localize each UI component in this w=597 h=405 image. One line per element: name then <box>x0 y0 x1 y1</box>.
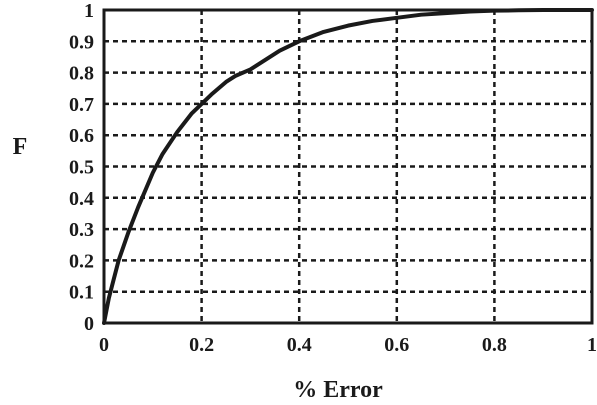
x-tick-label: 1 <box>587 334 597 356</box>
y-tick-label: 0.8 <box>69 63 94 85</box>
y-tick-label: 0.5 <box>69 157 94 179</box>
x-tick-labels: 0 0.2 0.4 0.6 0.8 1 <box>99 334 597 356</box>
plot-frame <box>102 8 594 325</box>
x-tick-label: 0 <box>99 334 109 356</box>
x-axis-label: % Error <box>293 377 383 403</box>
y-tick-label: 0.9 <box>69 31 94 53</box>
x-tick-label: 0.8 <box>482 334 507 356</box>
y-tick-label: 0.3 <box>69 219 94 241</box>
grid <box>104 10 592 323</box>
y-tick-label: 0.6 <box>69 125 94 147</box>
series-line-0 <box>102 8 594 325</box>
x-tick-label: 0.2 <box>189 334 214 356</box>
y-tick-label: 0.7 <box>69 94 94 116</box>
y-tick-label: 0 <box>84 313 94 335</box>
y-tick-label: 0.2 <box>69 250 94 272</box>
y-tick-labels: 0 0.1 0.2 0.3 0.4 0.5 0.6 0.7 0.8 0.9 1 <box>69 0 94 335</box>
y-tick-label: 0.4 <box>69 188 94 210</box>
y-axis-label: F <box>13 134 28 160</box>
y-tick-label: 0.1 <box>69 282 94 304</box>
x-tick-label: 0.4 <box>287 334 312 356</box>
y-tick-label: 1 <box>84 0 94 22</box>
series <box>102 8 594 325</box>
x-tick-label: 0.6 <box>384 334 409 356</box>
